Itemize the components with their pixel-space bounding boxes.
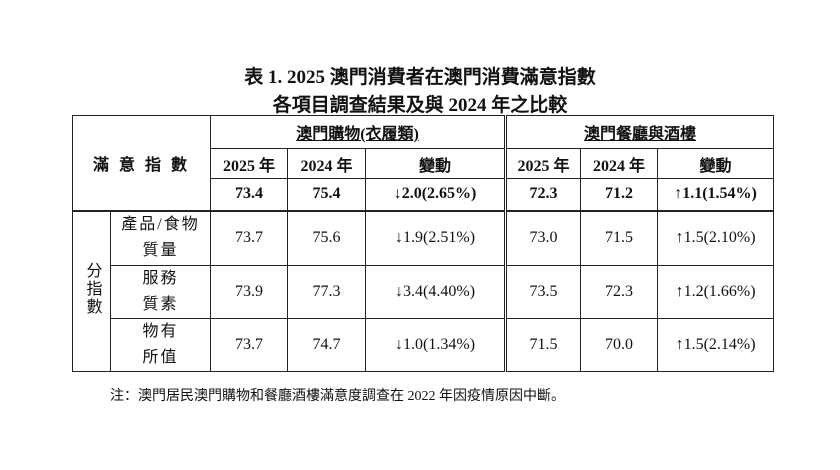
note: 注：澳門居民澳門購物和餐廳酒樓滿意度調查在 2022 年因疫情原因中斷。 [110, 389, 565, 404]
cell: 71.2 [580, 178, 659, 211]
table: 滿 意 指 數 澳門購物(衣履類) 澳門餐廳與酒樓 2025 年 2024 年變動… [71, 115, 775, 372]
label-line: 服務 [142, 270, 179, 287]
cell: ↓3.4(4.40%) [365, 265, 507, 319]
label-line: 所值 [142, 349, 179, 366]
cell: 2024 年 [287, 148, 367, 179]
row: 服務 質素 73.9 77.3 ↓3.4(4.40%) 73.5 72.3 ↑1.2(1.66… [73, 265, 775, 319]
sub-label-cell: 分指數 [72, 209, 111, 372]
sub-label: 分指數 [83, 261, 101, 316]
cell: ↑1.2(1.66%) [657, 265, 775, 319]
cell: ↑1.1(1.54%) [657, 178, 775, 211]
row-label: 服務 質素 [109, 265, 212, 319]
cell: 70.0 [580, 318, 659, 372]
cell: 71.5 [580, 209, 659, 266]
cell: 73.4 [210, 178, 289, 211]
corner: 滿 意 指 數 [71, 115, 212, 211]
cell: 71.5 [504, 318, 582, 372]
cell: 73.0 [504, 209, 582, 266]
cell: 2025 年 [504, 148, 582, 179]
group-header: 澳門購物(衣履類) [210, 115, 507, 149]
cell: 73.7 [210, 318, 289, 372]
subtitle: 各項目調查結果及與 2024 年之比較 [272, 95, 568, 116]
cell: ↓1.0(1.34%) [365, 318, 507, 372]
label-line: 物有 [142, 323, 179, 340]
group-text: 澳門餐廳與酒樓 [584, 126, 697, 143]
cell: ↑1.5(2.10%) [657, 209, 775, 266]
cell: 75.6 [287, 209, 367, 266]
cell: ↑1.5(2.14%) [657, 318, 775, 372]
cell: 72.3 [504, 178, 582, 211]
cell: 73.5 [504, 265, 582, 319]
cell: 73.7 [210, 209, 289, 266]
group-text: 澳門購物(衣履類) [296, 126, 419, 143]
cell: 74.7 [287, 318, 367, 372]
cell: ↓1.9(2.51%) [365, 209, 507, 266]
cell: 72.3 [580, 265, 659, 319]
cell: 變動 [365, 148, 507, 179]
cell: 73.9 [210, 265, 289, 319]
group-header: 澳門餐廳與酒樓 [504, 115, 775, 149]
cell: 75.4 [287, 178, 367, 211]
cell: 變動 [657, 148, 775, 179]
cell: 2024 年 [580, 148, 659, 179]
cell: 77.3 [287, 265, 367, 319]
row: 分指數 產品/食物 質量 73.7 75.6 ↓1.9(2.51%) 73.0 71.5 ↑1.… [72, 209, 775, 372]
cell: ↓2.0(2.65%) [365, 178, 507, 211]
row: 物有 所值 73.7 74.7 ↓1.0(1.34%) 71.5 70.0 ↑1.5(2.14… [73, 318, 775, 372]
row-label: 產品/食物質量 [109, 209, 212, 266]
title: 表 1. 2025 澳門消費者在澳門消費滿意指數 [244, 67, 596, 88]
label-line: 產品/食物 [121, 216, 200, 234]
cell: 2025 年 [210, 148, 289, 179]
label-line: 質量 [142, 242, 179, 260]
row-label: 物有 所值 [109, 318, 212, 372]
label-line: 質素 [142, 296, 179, 313]
